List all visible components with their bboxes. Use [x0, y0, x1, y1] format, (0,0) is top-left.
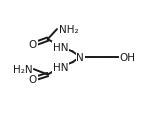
Text: HN: HN [53, 42, 69, 52]
Text: O: O [29, 40, 37, 50]
Text: NH₂: NH₂ [59, 25, 78, 35]
Text: HN: HN [53, 62, 69, 72]
Text: O: O [29, 75, 37, 84]
Text: OH: OH [120, 52, 136, 62]
Text: N: N [76, 52, 84, 62]
Text: H₂N: H₂N [13, 65, 32, 75]
